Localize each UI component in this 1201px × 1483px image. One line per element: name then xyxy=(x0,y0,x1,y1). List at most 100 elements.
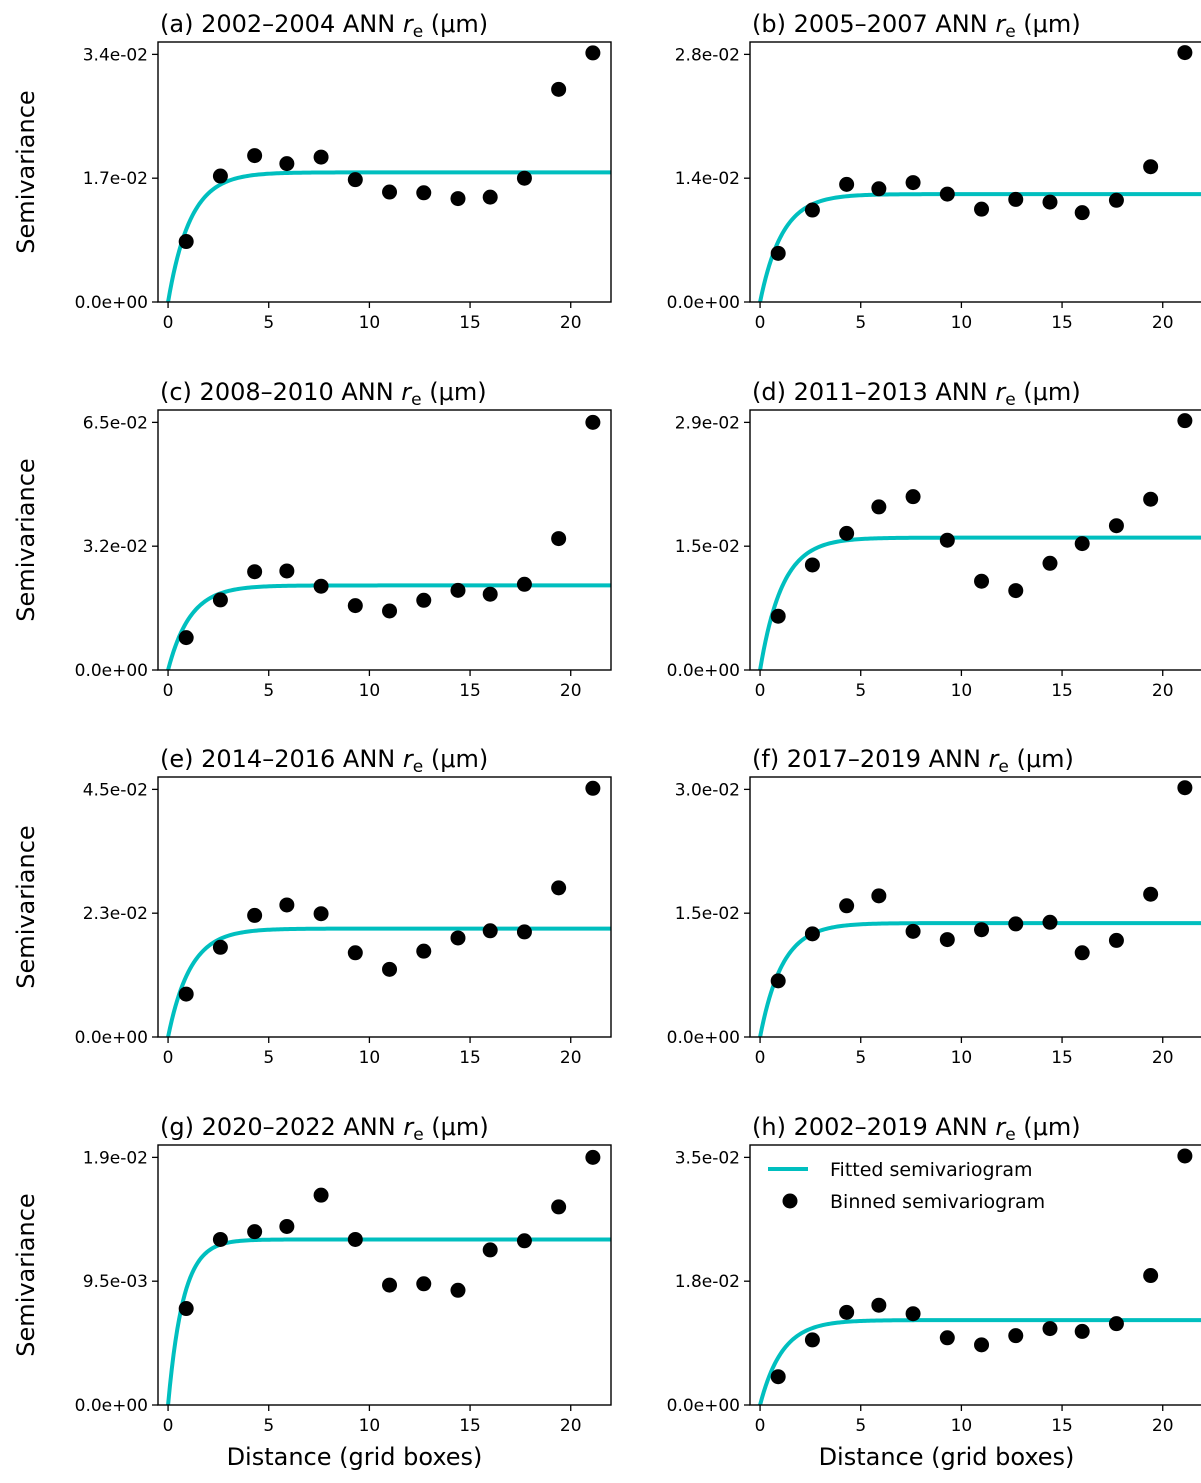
panel-g-point-10 xyxy=(482,1242,498,1258)
panel-g-point-5 xyxy=(313,1187,329,1203)
legend: Fitted semivariogram Binned semivariogram xyxy=(768,1159,1045,1213)
panel-h-xtick-label: 15 xyxy=(1051,1416,1073,1436)
panel-h-point-8 xyxy=(1008,1328,1024,1344)
panel-f-point-8 xyxy=(1008,916,1024,932)
panel-a-point-12 xyxy=(551,81,567,97)
panel-b-point-9 xyxy=(1042,194,1058,210)
panel-f-point-3 xyxy=(839,898,855,914)
panel-h-point-1 xyxy=(770,1369,786,1385)
panel-g-point-9 xyxy=(450,1282,466,1298)
panel-c-point-5 xyxy=(313,578,329,594)
panel-f-point-13 xyxy=(1177,780,1193,796)
panel-e-xtick-label: 0 xyxy=(163,1048,174,1068)
panel-f-xtick-label: 15 xyxy=(1051,1048,1073,1068)
panel-b-axes-frame xyxy=(749,41,1201,303)
panel-f-ytick-label: 3.0e-02 xyxy=(675,780,740,800)
panel-b: (b) 2005–2007 ANN re (μm) 0 5 10 15 20 0.0e+00… xyxy=(667,10,1201,333)
panel-e-xtick-label: 20 xyxy=(560,1048,582,1068)
panel-d-ytick-label: 2.9e-02 xyxy=(675,413,740,433)
panel-h-fitted-line xyxy=(758,1318,1201,1406)
panel-g-ytick-label: 9.5e-03 xyxy=(83,1272,148,1292)
panel-g-point-2 xyxy=(212,1231,228,1247)
panel-b-point-12 xyxy=(1143,159,1159,175)
panel-d-point-6 xyxy=(939,532,955,548)
panel-h-xtick-label: 5 xyxy=(855,1416,866,1436)
legend-points-swatch xyxy=(782,1193,798,1209)
panel-g-point-8 xyxy=(416,1276,432,1292)
panel-h-ytick-label: 0.0e+00 xyxy=(667,1396,740,1416)
panel-c-point-11 xyxy=(516,576,532,592)
panel-f-point-12 xyxy=(1143,886,1159,902)
panel-b-xtick-label: 10 xyxy=(951,313,973,333)
panel-f-xtick-label: 5 xyxy=(855,1048,866,1068)
panel-b-point-13 xyxy=(1177,45,1193,61)
panel-a-title: (a) 2002–2004 ANN re (μm) xyxy=(160,10,488,42)
panel-b-xtick-label: 15 xyxy=(1051,313,1073,333)
panel-d-xtick-label: 0 xyxy=(755,681,766,701)
panel-h-point-13 xyxy=(1177,1148,1193,1164)
panel-g-point-13 xyxy=(585,1149,601,1165)
panel-b-xtick-label: 20 xyxy=(1152,313,1174,333)
panel-a-point-10 xyxy=(482,189,498,205)
panel-a-ylabel: Semivariance xyxy=(12,90,40,253)
panel-h: (h) 2002–2019 ANN re (μm) 0 5 10 15 20 0.0e+00… xyxy=(667,1113,1201,1471)
panel-b-fitted-line xyxy=(758,192,1201,303)
panel-b-point-8 xyxy=(1008,191,1024,207)
panel-d: (d) 2011–2013 ANN re (μm) 0 5 10 15 20 0.0e+00… xyxy=(667,378,1201,701)
panel-h-point-10 xyxy=(1074,1323,1090,1339)
panel-e-point-5 xyxy=(313,906,329,922)
panel-e-ytick-label: 4.5e-02 xyxy=(83,780,148,800)
panel-a-xtick-label: 5 xyxy=(263,313,274,333)
panel-d-point-13 xyxy=(1177,413,1193,429)
panel-c-ytick-label: 0.0e+00 xyxy=(75,661,148,681)
panel-g-point-7 xyxy=(382,1277,398,1293)
panel-e-point-6 xyxy=(347,945,363,961)
panel-f-point-9 xyxy=(1042,914,1058,930)
panel-g-point-12 xyxy=(551,1199,567,1215)
panel-g-title: (g) 2020–2022 ANN re (μm) xyxy=(160,1113,489,1145)
panel-d-axes-frame xyxy=(749,409,1201,671)
panel-h-point-7 xyxy=(974,1337,990,1353)
panel-e-point-7 xyxy=(382,961,398,977)
panel-f-point-2 xyxy=(804,926,820,942)
panel-a-point-9 xyxy=(450,191,466,207)
panel-c-ytick-label: 3.2e-02 xyxy=(83,537,148,557)
panel-g-point-11 xyxy=(516,1233,532,1249)
panel-g: (g) 2020–2022 ANN re (μm) 0 5 10 15 20 0.0e+00… xyxy=(12,1113,612,1471)
panel-f-fitted-line xyxy=(758,921,1201,1038)
panel-g-xtick-label: 20 xyxy=(560,1416,582,1436)
panel-b-title: (b) 2005–2007 ANN re (μm) xyxy=(752,10,1081,42)
panel-h-point-11 xyxy=(1108,1316,1124,1332)
panel-d-point-2 xyxy=(804,557,820,573)
panel-c-ytick-label: 6.5e-02 xyxy=(83,413,148,433)
panel-e-xtick-label: 5 xyxy=(263,1048,274,1068)
legend-fit-label: Fitted semivariogram xyxy=(830,1159,1033,1181)
panel-a-point-5 xyxy=(313,149,329,165)
panel-e-axes-frame xyxy=(157,776,612,1038)
panel-f-point-10 xyxy=(1074,945,1090,961)
panel-b-point-2 xyxy=(804,202,820,218)
panel-g-point-4 xyxy=(279,1218,295,1234)
panel-d-point-5 xyxy=(905,489,921,505)
panel-e-point-13 xyxy=(585,780,601,796)
panel-f-point-5 xyxy=(905,923,921,939)
panel-h-point-3 xyxy=(839,1304,855,1320)
panel-a-xtick-label: 0 xyxy=(163,313,174,333)
panel-a-point-11 xyxy=(516,170,532,186)
panel-e-title: (e) 2014–2016 ANN re (μm) xyxy=(160,745,488,777)
panel-e-point-11 xyxy=(516,924,532,940)
panel-f-point-6 xyxy=(939,932,955,948)
panel-f-xtick-label: 0 xyxy=(755,1048,766,1068)
panel-d-xtick-label: 10 xyxy=(951,681,973,701)
panel-d-point-3 xyxy=(839,525,855,541)
panel-c-xtick-label: 0 xyxy=(163,681,174,701)
panel-f-axes-frame xyxy=(749,776,1201,1038)
panel-e-xtick-label: 15 xyxy=(459,1048,481,1068)
panel-g-xtick-label: 15 xyxy=(459,1416,481,1436)
panel-c-point-1 xyxy=(178,630,194,646)
panel-c-point-13 xyxy=(585,414,601,430)
panel-h-point-9 xyxy=(1042,1321,1058,1337)
panel-c-ylabel: Semivariance xyxy=(12,458,40,621)
panel-a: (a) 2002–2004 ANN re (μm) 0 5 10 15 20 0.0e+00… xyxy=(12,10,612,333)
